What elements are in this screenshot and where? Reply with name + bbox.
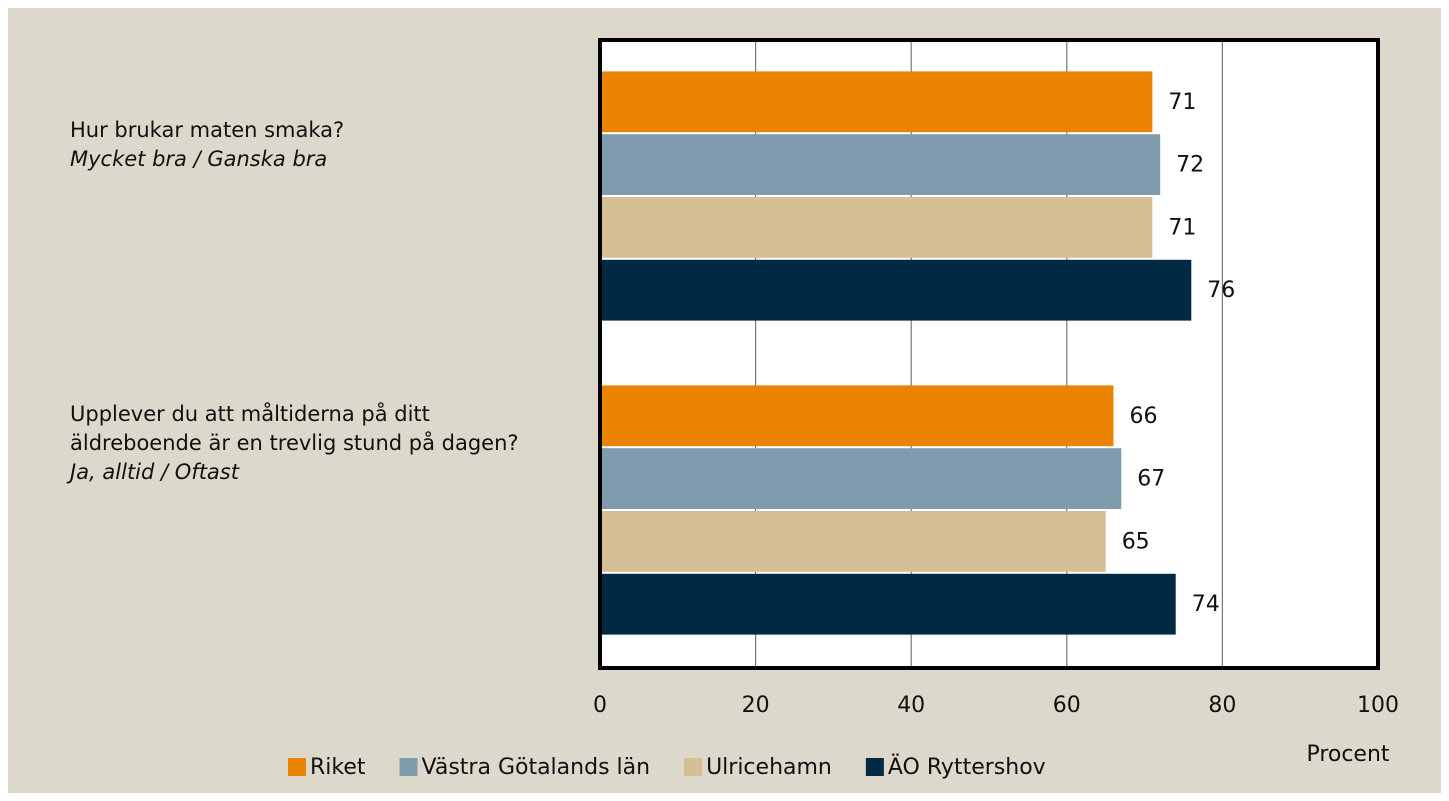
bar [600,71,1153,133]
category-subtitle: Ja, alltid / Oftast [70,460,239,484]
legend-swatch [399,758,418,776]
x-tick-label: 0 [593,693,607,718]
x-tick-label: 80 [1208,693,1236,718]
category-subtitle: Mycket bra / Ganska bra [70,147,328,171]
legend-swatch [684,758,703,776]
value-label: 67 [1137,467,1165,492]
legend-label: Västra Götalands län [422,755,651,780]
plot-border [598,38,1380,670]
value-label: 71 [1168,90,1196,115]
bar [600,511,1106,572]
legend-label: Riket [310,755,366,780]
category-text: Upplever du att måltiderna på ditt äldre… [70,402,519,455]
x-axis-title: Procent [1306,742,1389,767]
page: 0 20 40 60 80 100 71 72 71 76 66 67 65 74 Procent Riket… [8,8,1441,793]
value-label: 72 [1176,153,1204,178]
bar [600,385,1114,447]
bar [600,448,1122,509]
x-tick-label: 100 [1357,693,1399,718]
x-tick-label: 20 [742,693,770,718]
category-text: Hur brukar maten smaka? [70,118,345,142]
x-tick-label: 40 [897,693,925,718]
chart: 0 20 40 60 80 100 71 72 71 76 66 67 65 74 Procent Riket… [288,38,1399,780]
category-label: Upplever du att måltiderna på ditt äldre… [70,400,560,487]
legend-label: Ulricehamn [706,755,832,780]
category-label: Hur brukar maten smaka? Mycket bra / Gans… [70,116,560,174]
legend-swatch [865,758,884,776]
value-label: 71 [1168,215,1196,240]
bar [600,573,1176,635]
value-label: 76 [1207,278,1235,303]
bar [600,259,1192,321]
legend-swatch [288,758,306,776]
bar [600,197,1153,258]
value-label: 74 [1192,592,1220,617]
bar [600,134,1161,195]
value-label: 66 [1129,404,1157,429]
value-label: 65 [1122,529,1150,554]
x-tick-label: 60 [1053,693,1081,718]
legend-label: ÄO Ryttershov [888,754,1046,780]
